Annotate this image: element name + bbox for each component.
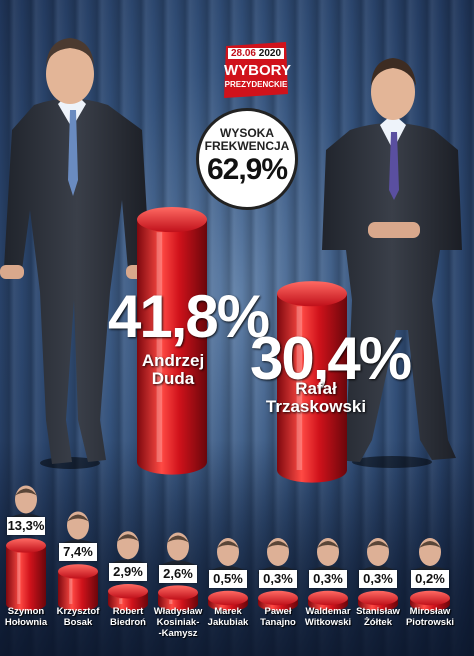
candidate-9-name-line2: Witkowski <box>304 617 352 628</box>
leader-1-name-first: Andrzej <box>141 351 205 370</box>
bar-candidate-11 <box>410 590 450 612</box>
candidate-4-percent: 7,4% <box>59 543 97 562</box>
candidate-3-portrait <box>6 485 46 522</box>
candidate-7-name-line1: Marek <box>214 606 242 617</box>
candidate-10-percent: 0,3% <box>359 570 397 588</box>
candidate-8-portrait <box>258 538 298 574</box>
candidate-4-portrait <box>58 511 98 548</box>
bar-candidate-5 <box>108 584 148 612</box>
turnout-label-line1: WYSOKA <box>220 126 274 140</box>
turnout-label-line2: FREKWENCJA <box>204 139 290 153</box>
candidate-6-percent: 2,6% <box>159 564 197 583</box>
candidate-3-percent: 13,3% <box>7 517 45 536</box>
candidate-3-name-line1: Szymon <box>7 606 45 617</box>
bar-candidate-8 <box>258 590 298 612</box>
leader-1-percent: 41,8% <box>108 283 270 350</box>
candidate-5-portrait <box>108 531 148 568</box>
logo-date: 28.06 <box>230 48 256 59</box>
candidate-11-portrait <box>410 538 450 574</box>
candidate-7-name-line2: Jakubiak <box>207 617 249 628</box>
bar-candidate-4 <box>58 564 98 612</box>
bar-candidate-3 <box>6 538 46 612</box>
bar-candidate-9 <box>308 590 348 612</box>
candidate-9-percent: 0,3% <box>309 570 347 588</box>
leader-2-name-first: Rafał <box>295 379 337 398</box>
candidate-9-name-line1: Waldemar <box>305 606 351 617</box>
candidate-9-portrait <box>308 538 348 574</box>
logo-year: 2020 <box>258 48 282 59</box>
candidate-7-portrait <box>208 538 248 574</box>
bar-candidate-10 <box>358 590 398 612</box>
candidate-3-name-line2: Hołownia <box>4 617 48 628</box>
candidate-5-name-line1: Robert <box>112 606 144 617</box>
logo-title: WYBORY <box>224 62 291 79</box>
candidate-10-name-line2: Żółtek <box>364 617 392 628</box>
candidate-5-percent: 2,9% <box>109 563 147 582</box>
candidate-10-portrait <box>358 538 398 574</box>
candidate-10-name-line1: Stanisław <box>356 606 400 617</box>
candidate-5-name-line2: Biedroń <box>110 617 146 628</box>
person-right-figure <box>322 58 462 468</box>
turnout-badge: WYSOKA FREKWENCJA 62,9% <box>196 108 298 210</box>
candidate-6-name-line1: Władysław <box>153 606 203 617</box>
candidate-11-percent: 0,2% <box>411 570 449 588</box>
candidate-7-percent: 0,5% <box>209 570 247 588</box>
candidate-11-name-line2: Piotrowski <box>405 617 455 628</box>
leader-2-name-last: Trzaskowski <box>265 397 367 416</box>
bar-candidate-6 <box>158 585 198 612</box>
candidate-4-name-line1: Krzysztof <box>56 606 100 617</box>
candidate-8-name-line1: Paweł <box>264 606 292 617</box>
candidate-8-name-line2: Tanajno <box>260 617 296 628</box>
turnout-value: 62,9% <box>206 153 288 186</box>
candidate-8-percent: 0,3% <box>259 570 297 588</box>
leader-1-name-last: Duda <box>151 369 195 388</box>
bar-leader-2 <box>277 281 347 483</box>
candidate-11-name-line1: Mirosław <box>409 606 451 617</box>
candidate-6-name-line3: -Kamysz <box>158 628 198 639</box>
candidate-4-name-line2: Bosak <box>63 617 93 628</box>
logo-subtitle: PREZYDENCKIE <box>224 80 288 89</box>
candidate-6-portrait <box>158 532 198 569</box>
bar-candidate-7 <box>208 590 248 612</box>
bar-leader-1 <box>137 206 207 475</box>
wybory-logo: 28.06 2020 WYBORY PREZYDENCKIE <box>222 42 291 98</box>
person-left-figure <box>0 38 150 469</box>
candidate-6-name-line2: Kosiniak- <box>156 617 200 628</box>
bars-group <box>6 206 450 612</box>
